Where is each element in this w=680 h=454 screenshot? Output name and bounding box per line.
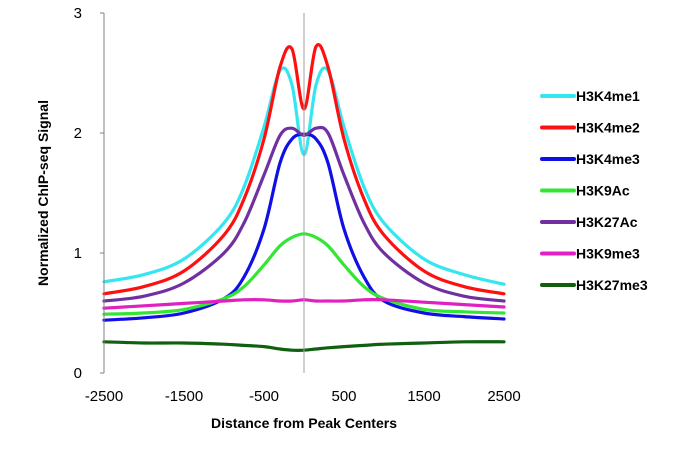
x-tick-label: -500 — [249, 388, 279, 405]
legend-label-h3k4me1: H3K4me1 — [576, 88, 640, 104]
axes: 0 1 2 3 -2500 -1500 -500 500 1500 2500 — [74, 5, 521, 405]
x-tick-label: 2500 — [487, 388, 520, 405]
x-tick-label: -2500 — [85, 388, 123, 405]
legend-label-h3k27me3: H3K27me3 — [576, 277, 648, 293]
legend: H3K4me1 H3K4me2 H3K4me3 H3K9Ac H3K27Ac H3K9me… — [540, 88, 648, 293]
legend-label-h3k9me3: H3K9me3 — [576, 246, 640, 262]
legend-label-h3k4me3: H3K4me3 — [576, 151, 640, 167]
legend-label-h3k4me2: H3K4me2 — [576, 120, 640, 136]
legend-label-h3k27ac: H3K27Ac — [576, 214, 638, 230]
y-tick-label: 2 — [74, 125, 82, 142]
legend-label-h3k9ac: H3K9Ac — [576, 183, 630, 199]
y-axis-title: Normalized ChIP-seq Signal — [35, 100, 51, 286]
y-tick-label: 0 — [74, 365, 82, 382]
y-tick-label: 3 — [74, 5, 82, 22]
x-tick-label: 500 — [331, 388, 356, 405]
y-tick-label: 1 — [74, 245, 82, 262]
x-tick-label: 1500 — [407, 388, 440, 405]
x-tick-label: -1500 — [165, 388, 203, 405]
x-axis-title: Distance from Peak Centers — [211, 415, 397, 431]
